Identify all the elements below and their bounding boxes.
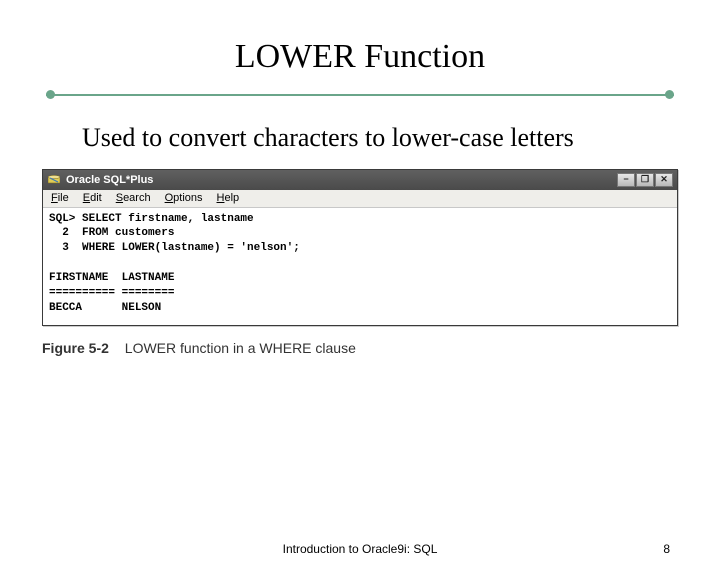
divider-dot-right	[665, 90, 674, 99]
window-controls: − ❐ ✕	[617, 173, 673, 187]
divider	[46, 90, 674, 100]
menu-file[interactable]: File	[45, 191, 75, 205]
menu-edit[interactable]: Edit	[77, 191, 108, 205]
slide-body-text: Used to convert characters to lower-case…	[82, 122, 650, 155]
sqlplus-window: Oracle SQL*Plus − ❐ ✕ File Edit Search O…	[42, 169, 678, 327]
page-number: 8	[663, 542, 670, 556]
menu-search[interactable]: Search	[110, 191, 157, 205]
window-titlebar: Oracle SQL*Plus − ❐ ✕	[43, 170, 677, 190]
figure-text: LOWER function in a WHERE clause	[125, 340, 356, 356]
app-icon	[47, 173, 61, 187]
menubar: File Edit Search Options Help	[43, 190, 677, 208]
window-title: Oracle SQL*Plus	[66, 174, 617, 186]
menu-options[interactable]: Options	[159, 191, 209, 205]
divider-line	[46, 94, 674, 96]
close-button[interactable]: ✕	[655, 173, 673, 187]
footer: Introduction to Oracle9i: SQL 8	[0, 542, 720, 556]
footer-text: Introduction to Oracle9i: SQL	[0, 542, 720, 556]
figure-label: Figure 5-2	[42, 340, 109, 356]
minimize-button[interactable]: −	[617, 173, 635, 187]
slide-title: LOWER Function	[0, 38, 720, 76]
divider-dot-left	[46, 90, 55, 99]
maximize-button[interactable]: ❐	[636, 173, 654, 187]
sql-output: SQL> SELECT firstname, lastname 2 FROM c…	[43, 208, 677, 326]
figure-caption: Figure 5-2 LOWER function in a WHERE cla…	[42, 340, 678, 356]
menu-help[interactable]: Help	[211, 191, 246, 205]
